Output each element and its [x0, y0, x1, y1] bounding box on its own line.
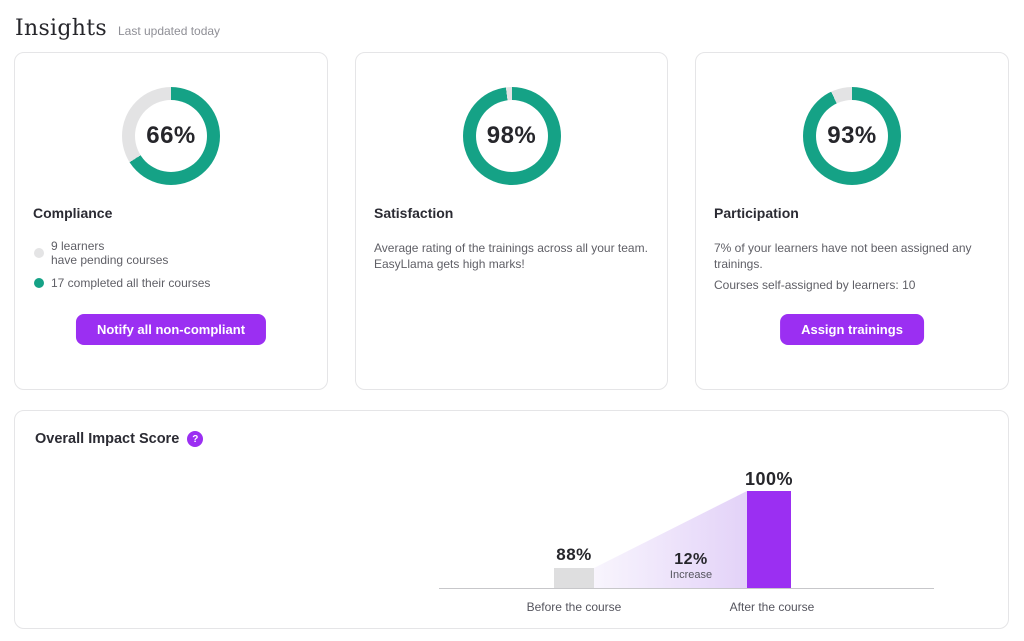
- compliance-legend: 9 learners have pending courses 17 compl…: [34, 239, 313, 290]
- satisfaction-percent: 98%: [486, 122, 537, 149]
- participation-donut-hole: 93%: [816, 100, 888, 172]
- satisfaction-description: Average rating of the trainings across a…: [374, 241, 648, 271]
- before-course-bar: [554, 568, 594, 588]
- notify-non-compliant-button[interactable]: Notify all non-compliant: [75, 314, 267, 345]
- compliance-card: 66% Compliance 9 learners have pending c…: [14, 52, 328, 390]
- page-header: Insights Last updated today: [15, 16, 220, 41]
- completed-dot-icon: [34, 278, 44, 288]
- pending-dot-icon: [34, 248, 44, 258]
- compliance-percent: 66%: [146, 122, 196, 149]
- impact-header: Overall Impact Score ?: [35, 431, 204, 447]
- last-updated-text: Last updated today: [117, 24, 221, 38]
- increase-annotation: 12% Increase: [651, 552, 731, 581]
- after-course-bar: [747, 491, 791, 588]
- page-title: Insights: [15, 16, 107, 41]
- satisfaction-donut-hole: 98%: [475, 100, 548, 172]
- after-course-value: 100%: [744, 469, 794, 489]
- legend-item-pending: 9 learners have pending courses: [34, 239, 313, 267]
- participation-donut-chart: 93%: [803, 87, 901, 185]
- assign-trainings-button[interactable]: Assign trainings: [780, 314, 924, 345]
- compliance-title: Compliance: [33, 205, 113, 221]
- participation-card: 93% Participation 7% of your learners ha…: [695, 52, 1009, 390]
- participation-self-assigned: Courses self-assigned by learners: 10: [714, 278, 916, 292]
- pending-line-1: 9 learners: [51, 239, 105, 253]
- satisfaction-donut-chart: 98%: [462, 87, 561, 185]
- compliance-donut-hole: 66%: [135, 100, 207, 172]
- increase-value: 12%: [674, 551, 708, 568]
- before-course-label: Before the course: [526, 600, 622, 614]
- impact-score-card: Overall Impact Score ? 88% 100% 12% Incr…: [14, 410, 1009, 629]
- satisfaction-title: Satisfaction: [374, 205, 454, 221]
- participation-description: 7% of your learners have not been assign…: [714, 241, 972, 271]
- participation-title: Participation: [714, 205, 799, 221]
- after-course-label: After the course: [729, 600, 815, 614]
- pending-line-2: have pending courses: [51, 253, 169, 267]
- increase-label: Increase: [669, 569, 713, 581]
- satisfaction-card: 98% Satisfaction Average rating of the t…: [355, 52, 668, 390]
- before-course-value: 88%: [556, 545, 592, 564]
- participation-percent: 93%: [827, 122, 877, 149]
- chart-baseline: [439, 588, 934, 589]
- completed-line: 17 completed all their courses: [51, 276, 211, 290]
- legend-item-completed: 17 completed all their courses: [34, 276, 313, 290]
- impact-title: Overall Impact Score: [35, 431, 180, 447]
- help-icon[interactable]: ?: [187, 431, 204, 447]
- impact-bar-chart: 88% 100% 12% Increase Before the course …: [15, 411, 1008, 628]
- compliance-donut-chart: 66%: [122, 87, 220, 185]
